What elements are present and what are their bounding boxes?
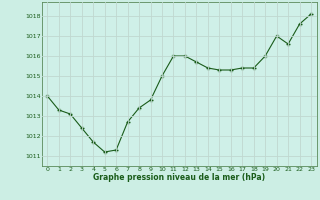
X-axis label: Graphe pression niveau de la mer (hPa): Graphe pression niveau de la mer (hPa) [93,173,265,182]
